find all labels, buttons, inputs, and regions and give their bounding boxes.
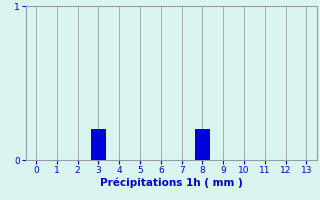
Bar [195,129,210,160]
X-axis label: Précipitations 1h ( mm ): Précipitations 1h ( mm ) [100,177,243,188]
Bar [91,129,106,160]
